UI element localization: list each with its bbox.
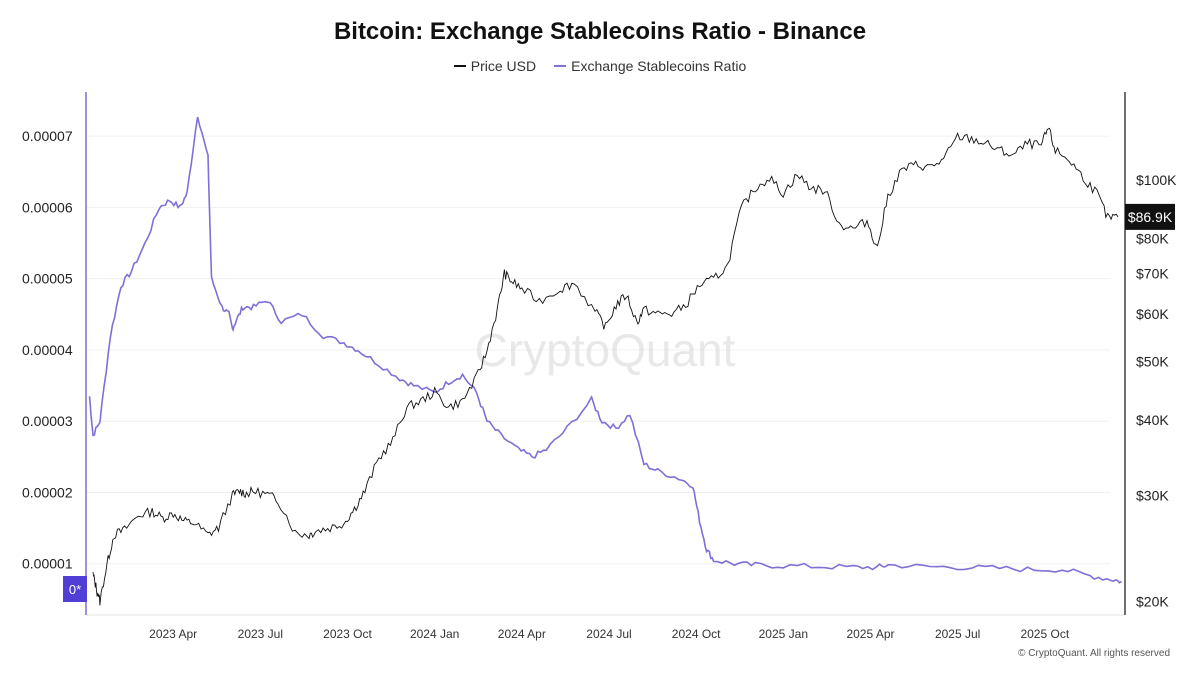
y-tick-label-right: $60K <box>1136 306 1169 322</box>
series-line-exchange-stablecoins-ratio <box>88 116 1122 584</box>
x-tick-label: 2025 Apr <box>846 627 894 641</box>
legend-swatch-ratio <box>554 65 567 67</box>
x-tick-label: 2024 Jan <box>410 627 459 641</box>
x-tick-label: 2025 Jan <box>759 627 808 641</box>
zero-marker-badge <box>63 576 87 602</box>
y-tick-label-right: $80K <box>1136 231 1169 247</box>
x-tick-label: 2023 Oct <box>323 627 372 641</box>
x-tick-label: 2024 Apr <box>498 627 546 641</box>
y-tick-label-right: $30K <box>1136 487 1169 503</box>
y-tick-label-left: 0.00002 <box>22 484 73 500</box>
watermark: CryptoQuant <box>475 324 736 376</box>
y-tick-label-right: $70K <box>1136 266 1169 282</box>
y-tick-label-left: 0.00003 <box>22 413 73 429</box>
legend-item-price[interactable]: Price USD <box>453 58 537 74</box>
y-tick-label-left: 0.00006 <box>22 199 73 215</box>
copyright-notice: © CryptoQuant. All rights reserved <box>1018 648 1170 659</box>
chart-title: Bitcoin: Exchange Stablecoins Ratio - Bi… <box>333 18 867 45</box>
legend-item-ratio[interactable]: Exchange Stablecoins Ratio <box>554 58 746 74</box>
y-tick-label-right: $50K <box>1136 354 1169 370</box>
y-tick-label-left: 0.00007 <box>22 128 73 144</box>
legend-label-ratio: Exchange Stablecoins Ratio <box>571 58 747 74</box>
last-price-label: $86.9K <box>1128 209 1173 225</box>
y-tick-label-right: $40K <box>1136 412 1169 428</box>
x-tick-label: 2023 Jul <box>238 627 283 641</box>
legend-label-price: Price USD <box>470 58 537 74</box>
last-price-badge <box>1125 203 1175 230</box>
x-tick-label: 2024 Jul <box>586 627 631 641</box>
series-line-price-usd <box>92 127 1119 606</box>
chart-legend: Price USD Exchange Stablecoins Ratio <box>0 58 1200 74</box>
x-tick-label: 2025 Oct <box>1020 627 1069 641</box>
zero-marker-label: 0* <box>69 582 81 597</box>
x-tick-label: 2024 Oct <box>672 627 721 641</box>
y-tick-label-right: $100K <box>1136 172 1177 188</box>
legend-swatch-price <box>453 65 466 67</box>
y-tick-label-left: 0.00001 <box>22 556 73 572</box>
y-tick-label-right: $20K <box>1136 594 1169 610</box>
y-tick-label-left: 0.00004 <box>22 342 73 358</box>
x-tick-label: 2025 Jul <box>935 627 980 641</box>
y-tick-label-left: 0.00005 <box>22 271 73 287</box>
x-tick-label: 2023 Apr <box>149 627 197 641</box>
